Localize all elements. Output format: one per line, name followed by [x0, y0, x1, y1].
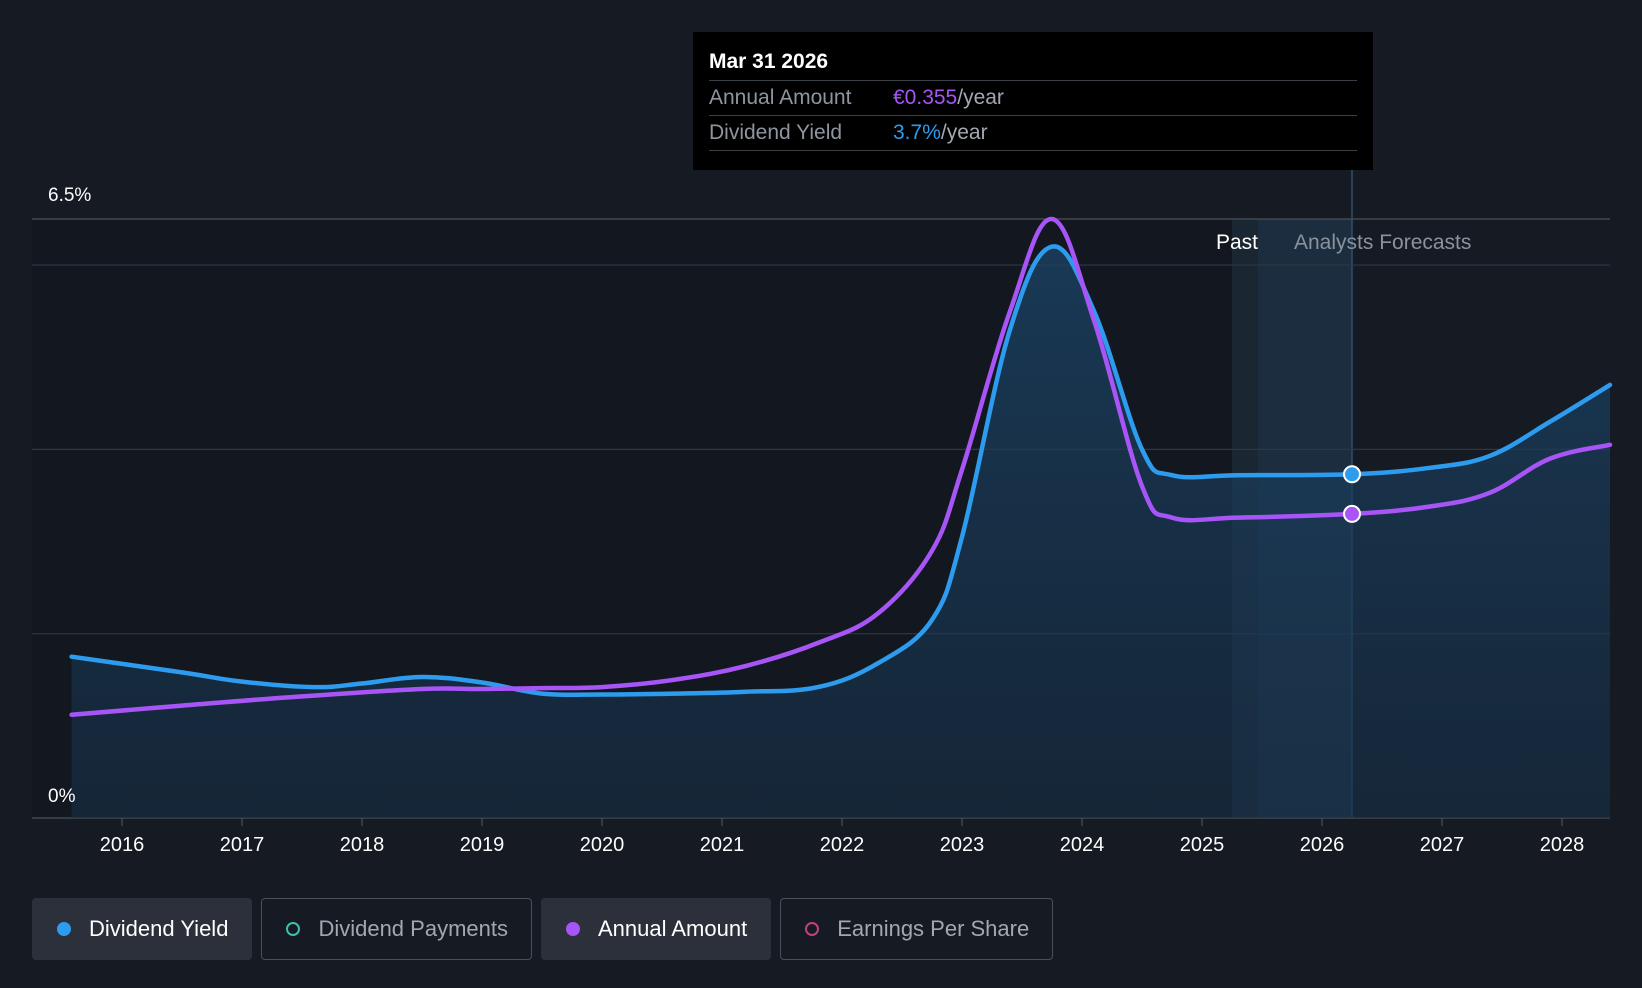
series-line-1 [69, 216, 1613, 718]
yield-marker [1343, 465, 1361, 484]
x-tick-label-2024: 2024 [1060, 834, 1105, 856]
x-tick-label-2026: 2026 [1300, 834, 1345, 856]
tooltip-yield-value: 3.7% [893, 121, 941, 144]
x-tick-label-2020: 2020 [580, 834, 625, 856]
dividend-yield-dot-icon [57, 922, 71, 936]
x-tick-label-2022: 2022 [820, 834, 865, 856]
y-label-top: 6.5% [48, 185, 91, 206]
y-label-bottom: 0% [48, 786, 76, 807]
earnings-per-share-ring-icon [805, 922, 820, 936]
region-forecast-label: Analysts Forecasts [1294, 231, 1471, 254]
tooltip-yield-label: Dividend Yield [709, 121, 843, 144]
tooltip-annual-row: Annual Amount €0.355 /year [709, 81, 1357, 116]
annual-amount-dot-icon [565, 922, 580, 936]
legend-dividend-yield[interactable]: Dividend Yield [32, 898, 253, 960]
amount-marker [1343, 504, 1361, 523]
x-tick-label-2023: 2023 [940, 834, 985, 856]
chart-tooltip: Mar 31 2026 Annual Amount €0.355 /year D… [693, 32, 1373, 170]
x-tick-label-2017: 2017 [220, 834, 265, 856]
legend-dividend-yield-label: Dividend Yield [89, 916, 229, 941]
series-area-0 [71, 246, 1611, 819]
chart-legend: Dividend Yield Dividend Payments Annual … [32, 898, 1054, 960]
legend-annual-amount[interactable]: Annual Amount [540, 898, 772, 960]
x-tick-label-2028: 2028 [1540, 834, 1585, 856]
x-tick-label-2016: 2016 [100, 834, 145, 856]
x-tick-label-2025: 2025 [1180, 834, 1225, 856]
tooltip-yield-row: Dividend Yield 3.7% /year [709, 116, 1357, 151]
series-line-0 [69, 244, 1613, 698]
legend-dividend-payments-label: Dividend Payments [318, 916, 508, 941]
dividend-payments-ring-icon [286, 922, 301, 936]
legend-earnings-per-share[interactable]: Earnings Per Share [780, 898, 1054, 960]
tooltip-annual-unit: /year [957, 86, 1004, 109]
tooltip-date: Mar 31 2026 [709, 46, 1357, 81]
legend-annual-amount-label: Annual Amount [597, 916, 748, 941]
tooltip-yield-unit: /year [940, 121, 988, 144]
legend-dividend-payments[interactable]: Dividend Payments [261, 898, 532, 960]
tooltip-annual-value: €0.355 [893, 86, 958, 109]
tooltip-annual-label: Annual Amount [709, 86, 852, 109]
x-tick-label-2018: 2018 [340, 834, 385, 856]
legend-earnings-per-share-label: Earnings Per Share [837, 916, 1030, 941]
x-tick-label-2021: 2021 [700, 834, 745, 856]
x-tick-label-2019: 2019 [460, 834, 505, 856]
region-past-label: Past [1216, 231, 1258, 254]
x-tick-label-2027: 2027 [1420, 834, 1465, 856]
